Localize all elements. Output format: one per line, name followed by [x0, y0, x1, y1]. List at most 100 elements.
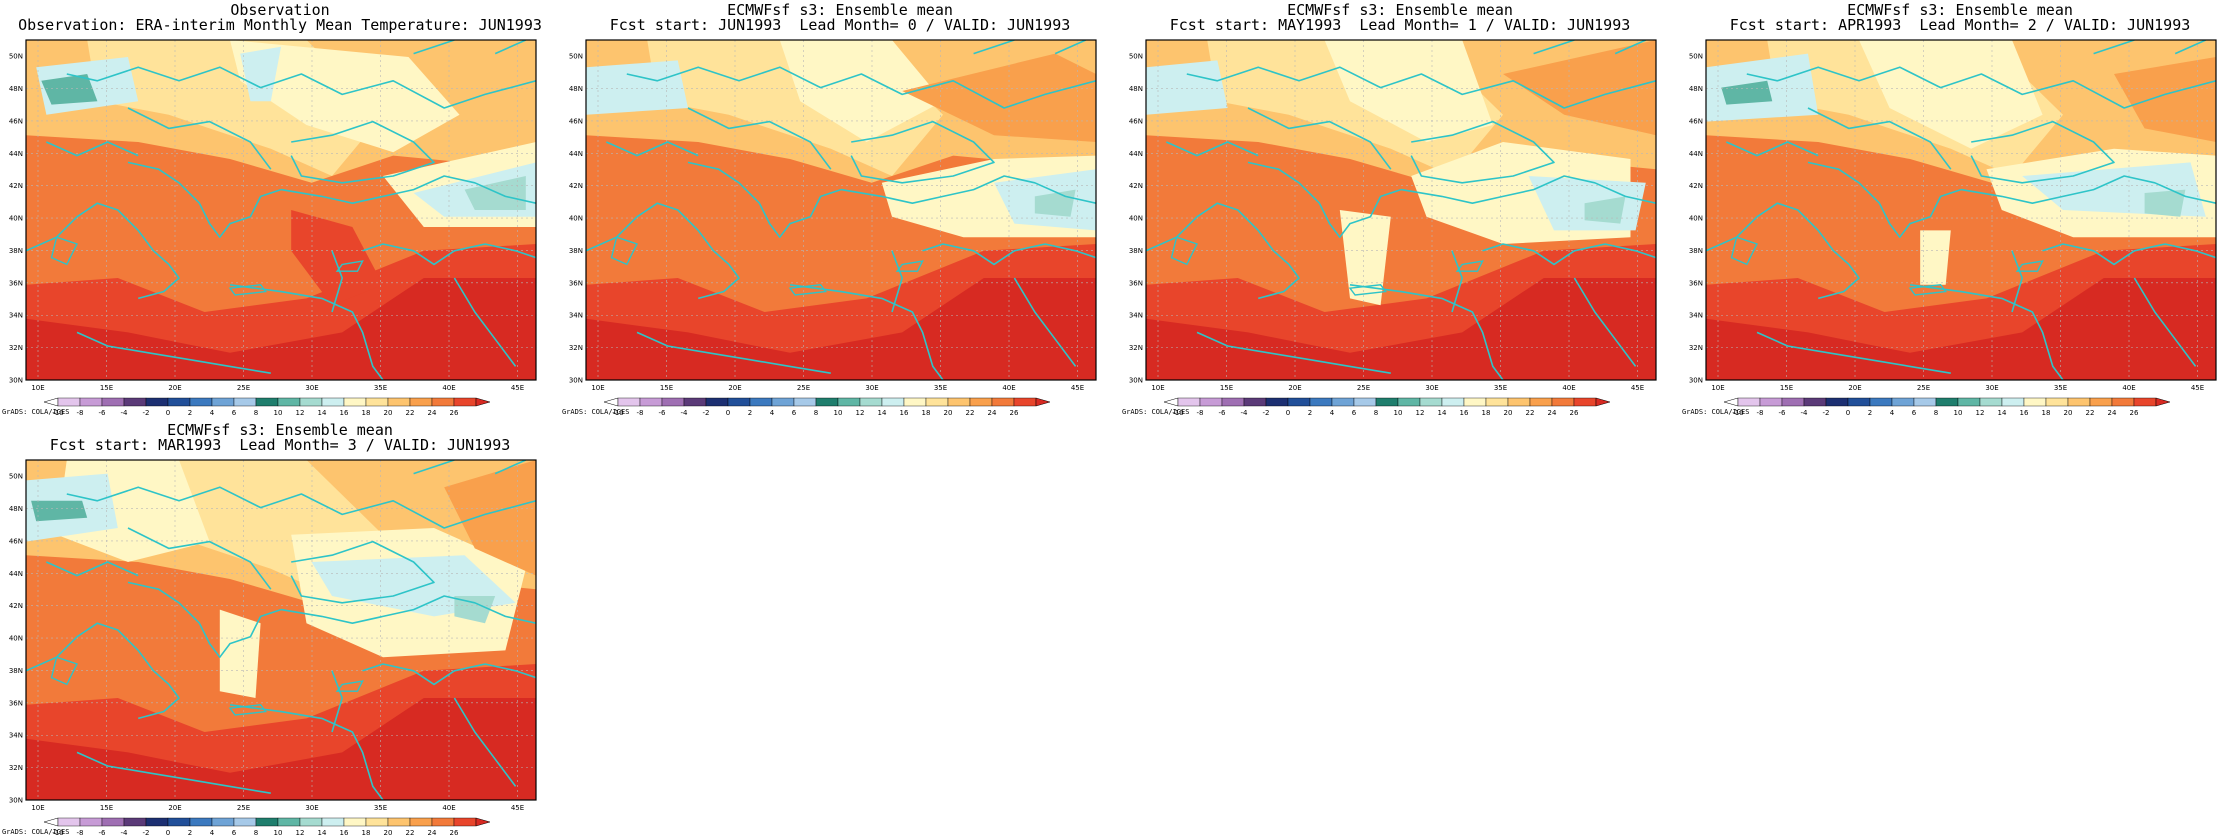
lon-label: 45E — [1631, 384, 1644, 392]
contour-band — [230, 40, 460, 153]
lon-label: 15E — [100, 384, 113, 392]
coastline — [331, 670, 344, 733]
contour-band — [586, 60, 688, 115]
contour-band — [1324, 40, 1493, 142]
colorbar-swatch — [211, 397, 235, 407]
map-panel-lead1: ECMWFsf s3: Ensemble mean Fcst start: MA… — [1120, 0, 1680, 420]
colorbar-swatch — [1737, 397, 1761, 407]
colorbar-tick-label: 22 — [406, 829, 415, 837]
coastline — [1482, 243, 1656, 266]
contour-band — [1721, 80, 1773, 105]
colorbar-swatch — [57, 817, 81, 827]
colorbar-tick-label: -8 — [1757, 409, 1764, 417]
colorbar-swatch — [409, 817, 433, 827]
colorbar-arrow-low — [1723, 397, 1739, 407]
colorbar-tick-label: -2 — [1823, 409, 1830, 417]
colorbar-tick-label: 4 — [1890, 409, 1895, 417]
contour-band — [1920, 230, 1951, 285]
colorbar-swatch — [409, 397, 433, 407]
coastline — [413, 40, 455, 55]
colorbar-swatch — [1979, 397, 2003, 407]
colorbar-swatch — [1375, 397, 1399, 407]
colorbar-swatch — [815, 397, 839, 407]
colorbar-tick-label: 10 — [834, 409, 843, 417]
colorbar-tick-label: 18 — [1482, 409, 1491, 417]
lat-label: 38N — [1689, 247, 1703, 255]
contour-band — [902, 53, 1096, 142]
colorbar-swatch — [321, 817, 345, 827]
lat-label: 36N — [1129, 279, 1143, 287]
lon-label: 15E — [660, 384, 673, 392]
colorbar-swatch — [837, 397, 861, 407]
coastlines — [1706, 40, 2216, 380]
lon-label: 15E — [1220, 384, 1233, 392]
colorbar-tick-label: 10 — [274, 829, 283, 837]
colorbar-swatch — [255, 817, 279, 827]
lat-label: 34N — [1129, 312, 1143, 320]
lat-label: 38N — [569, 247, 583, 255]
colorbar-swatch — [1397, 397, 1421, 407]
coastline — [2042, 243, 2216, 266]
colorbar-tick-label: -8 — [1197, 409, 1204, 417]
contour-band — [219, 609, 261, 698]
map-frame — [1705, 39, 2217, 381]
graticule — [1146, 40, 1656, 380]
lat-label: 44N — [1129, 150, 1143, 158]
colorbar-swatch — [101, 817, 125, 827]
colorbar-tick-label: 18 — [2042, 409, 2051, 417]
contour-band — [464, 176, 526, 210]
coastline — [127, 161, 282, 238]
map-frame — [1145, 39, 1657, 381]
colorbar-tick-label: 12 — [1416, 409, 1425, 417]
graticule — [26, 40, 536, 380]
coastlines — [26, 460, 536, 800]
colorbar-tick-label: 22 — [406, 409, 415, 417]
colorbar-tick-label: 26 — [1570, 409, 1579, 417]
colorbar-swatch — [991, 397, 1015, 407]
colorbar-swatch — [1353, 397, 1377, 407]
colorbar-swatch — [1891, 397, 1915, 407]
lon-label: 25E — [797, 384, 810, 392]
colorbar-arrow-low — [43, 817, 59, 827]
grads-credit: GrADS: COLA/IGES — [562, 408, 630, 416]
colorbar-swatch — [299, 397, 323, 407]
colorbar-tick-label: -8 — [637, 409, 644, 417]
lat-label: 42N — [9, 182, 23, 190]
colorbar-swatch — [1825, 397, 1849, 407]
colorbar-swatch — [57, 397, 81, 407]
lon-label: 15E — [1780, 384, 1793, 392]
colorbar-swatch — [1935, 397, 1959, 407]
coastline — [840, 175, 1096, 204]
colorbar-swatch — [1441, 397, 1465, 407]
colorbar-tick-label: 24 — [428, 829, 437, 837]
colorbar-tick-label: -2 — [143, 829, 150, 837]
coastline — [1807, 107, 1952, 170]
colorbar-tick-label: 16 — [340, 409, 349, 417]
lon-label: 25E — [237, 804, 250, 812]
colorbar-swatch — [299, 817, 323, 827]
map-panel-lead3: ECMWFsf s3: Ensemble mean Fcst start: MA… — [0, 420, 560, 840]
coastline — [1533, 40, 1575, 55]
lat-label: 44N — [569, 150, 583, 158]
coastline — [1706, 202, 1860, 300]
colorbar-swatch — [233, 817, 257, 827]
coastline — [1054, 40, 1087, 55]
colorbar-swatch — [1463, 397, 1487, 407]
colorbar-tick-label: -10 — [1732, 409, 1743, 417]
contour-band — [2114, 57, 2216, 142]
colorbar-swatch — [661, 397, 685, 407]
colorbar-swatch — [1957, 397, 1981, 407]
coastline — [1970, 120, 2115, 184]
colorbar-arrow-high — [475, 817, 491, 827]
temperature-map: 30N 32N 34N 36N 38N 40N 42N 44N 46N 48N 50N 10E 15E 2… — [569, 39, 1097, 417]
colorbar-tick-label: 26 — [1010, 409, 1019, 417]
colorbar-swatch — [771, 397, 795, 407]
coastline — [606, 141, 699, 157]
colorbar-tick-label: 12 — [296, 409, 305, 417]
contour-band — [240, 46, 281, 102]
coastline — [2174, 40, 2207, 55]
colorbar-swatch — [2089, 397, 2113, 407]
coastline — [586, 202, 740, 300]
colorbar-tick-label: 2 — [1868, 409, 1872, 417]
colorbar-tick-label: 8 — [1934, 409, 1938, 417]
